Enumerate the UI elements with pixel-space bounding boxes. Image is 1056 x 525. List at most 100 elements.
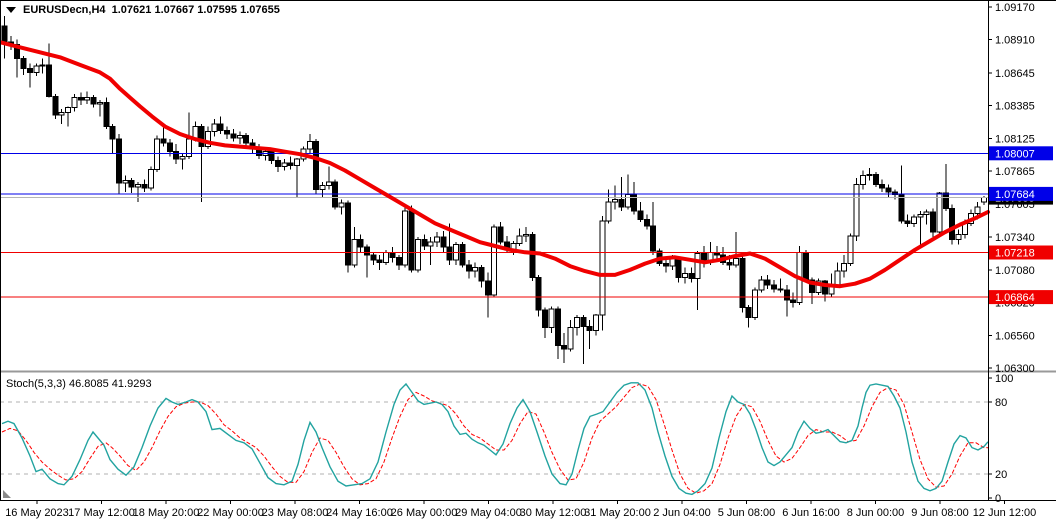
x-tick-label: 9 Jun 08:00 <box>911 507 969 519</box>
candle-body <box>325 181 332 187</box>
candle-body <box>949 207 956 241</box>
candle-body <box>313 141 320 190</box>
candle-body <box>605 201 612 222</box>
x-tick-label: 16 May 2023 <box>5 507 69 519</box>
candle-body <box>783 289 790 301</box>
candle-body <box>764 279 771 286</box>
candle-body <box>109 125 116 140</box>
candle-body <box>694 253 701 280</box>
level-lines[interactable] <box>0 152 988 298</box>
candle-body <box>516 235 523 244</box>
y-tick-label: 1.08125 <box>995 133 1035 145</box>
candle-body <box>790 299 797 304</box>
candle-body <box>809 279 816 294</box>
x-tick-label: 8 Jun 00:00 <box>847 507 905 519</box>
candle-body <box>90 97 97 105</box>
candle-body <box>815 280 822 294</box>
candle-body <box>523 234 530 237</box>
candle-body <box>395 256 402 266</box>
candle-body <box>739 258 746 309</box>
x-tick-label: 6 Jun 16:00 <box>782 507 840 519</box>
x-tick-label: 26 May 00:00 <box>391 507 458 519</box>
candle-body <box>205 131 212 148</box>
x-tick-label: 23 May 08:00 <box>262 507 329 519</box>
candle-body <box>891 191 898 195</box>
candle-body <box>669 258 676 267</box>
candle-body <box>529 234 536 278</box>
candle-body <box>141 183 148 189</box>
candle-body <box>77 97 84 101</box>
candle-body <box>166 142 173 153</box>
candle-body <box>561 344 568 350</box>
candle-body <box>52 95 59 116</box>
y-tick-label: 1.08910 <box>995 35 1035 47</box>
candle-body <box>631 193 638 212</box>
x-tick-label: 18 May 20:00 <box>133 507 200 519</box>
candle-body <box>402 210 409 266</box>
candle-body <box>732 258 739 266</box>
subwindow-nav-handle[interactable] <box>3 490 11 498</box>
candle-body <box>472 266 479 272</box>
candle-body <box>71 97 78 109</box>
candle-body <box>586 325 593 331</box>
candle-body <box>115 138 122 184</box>
y-tick-label: 1.09170 <box>995 2 1035 14</box>
candle-body <box>446 246 453 261</box>
ma-line[interactable] <box>0 40 990 289</box>
candle-body <box>459 244 466 266</box>
candle-body <box>879 183 886 189</box>
candle-body <box>548 308 555 329</box>
candle-body <box>383 251 390 263</box>
candle-body <box>980 197 987 203</box>
symbol-dropdown-icon[interactable] <box>6 7 16 13</box>
candle-body <box>771 284 778 290</box>
candle-body <box>122 180 129 184</box>
price-badge <box>989 245 1053 260</box>
candle-body <box>478 266 485 282</box>
candle-body <box>58 112 65 116</box>
y-tick-label: 1.08385 <box>995 101 1035 113</box>
candle-body <box>917 214 924 218</box>
candle-body <box>224 129 231 135</box>
x-tick-label: 5 Jun 08:00 <box>718 507 776 519</box>
candle-body <box>440 236 447 248</box>
y-tick-label: 1.06300 <box>995 363 1035 375</box>
price-badge-label: 1.07684 <box>995 189 1035 201</box>
candle-body <box>567 327 574 350</box>
candle-body <box>860 175 867 185</box>
candle-body <box>33 65 40 73</box>
candle-body <box>135 183 142 188</box>
candle-body <box>688 273 695 280</box>
candle-body <box>751 289 758 319</box>
candle-body <box>96 102 103 105</box>
candle-body <box>675 258 682 278</box>
x-tick-label: 22 May 00:00 <box>197 507 264 519</box>
candle-body <box>414 239 421 271</box>
candle-body <box>319 185 326 190</box>
candle-body <box>573 317 580 329</box>
candle-body <box>408 210 415 271</box>
candle-body <box>243 134 250 144</box>
candle-body <box>332 181 339 208</box>
candle-body <box>179 156 186 160</box>
stoch-d-line[interactable] <box>1 383 989 494</box>
candle-body <box>84 97 91 101</box>
price-badge <box>989 290 1053 305</box>
candle-body <box>726 261 733 266</box>
candle-body <box>364 246 371 256</box>
candle-body <box>491 226 498 296</box>
candle-body <box>612 198 619 203</box>
candle-body <box>745 307 752 319</box>
candle-body <box>821 280 828 295</box>
candle-body <box>427 241 434 247</box>
stoch-k-line[interactable] <box>1 382 989 496</box>
candle-body <box>147 168 154 189</box>
x-tick-label: 2 Jun 04:00 <box>653 507 711 519</box>
price-badge <box>989 186 1053 201</box>
candle-body <box>624 193 631 208</box>
candle-body <box>599 220 606 316</box>
candle-body <box>211 123 218 133</box>
